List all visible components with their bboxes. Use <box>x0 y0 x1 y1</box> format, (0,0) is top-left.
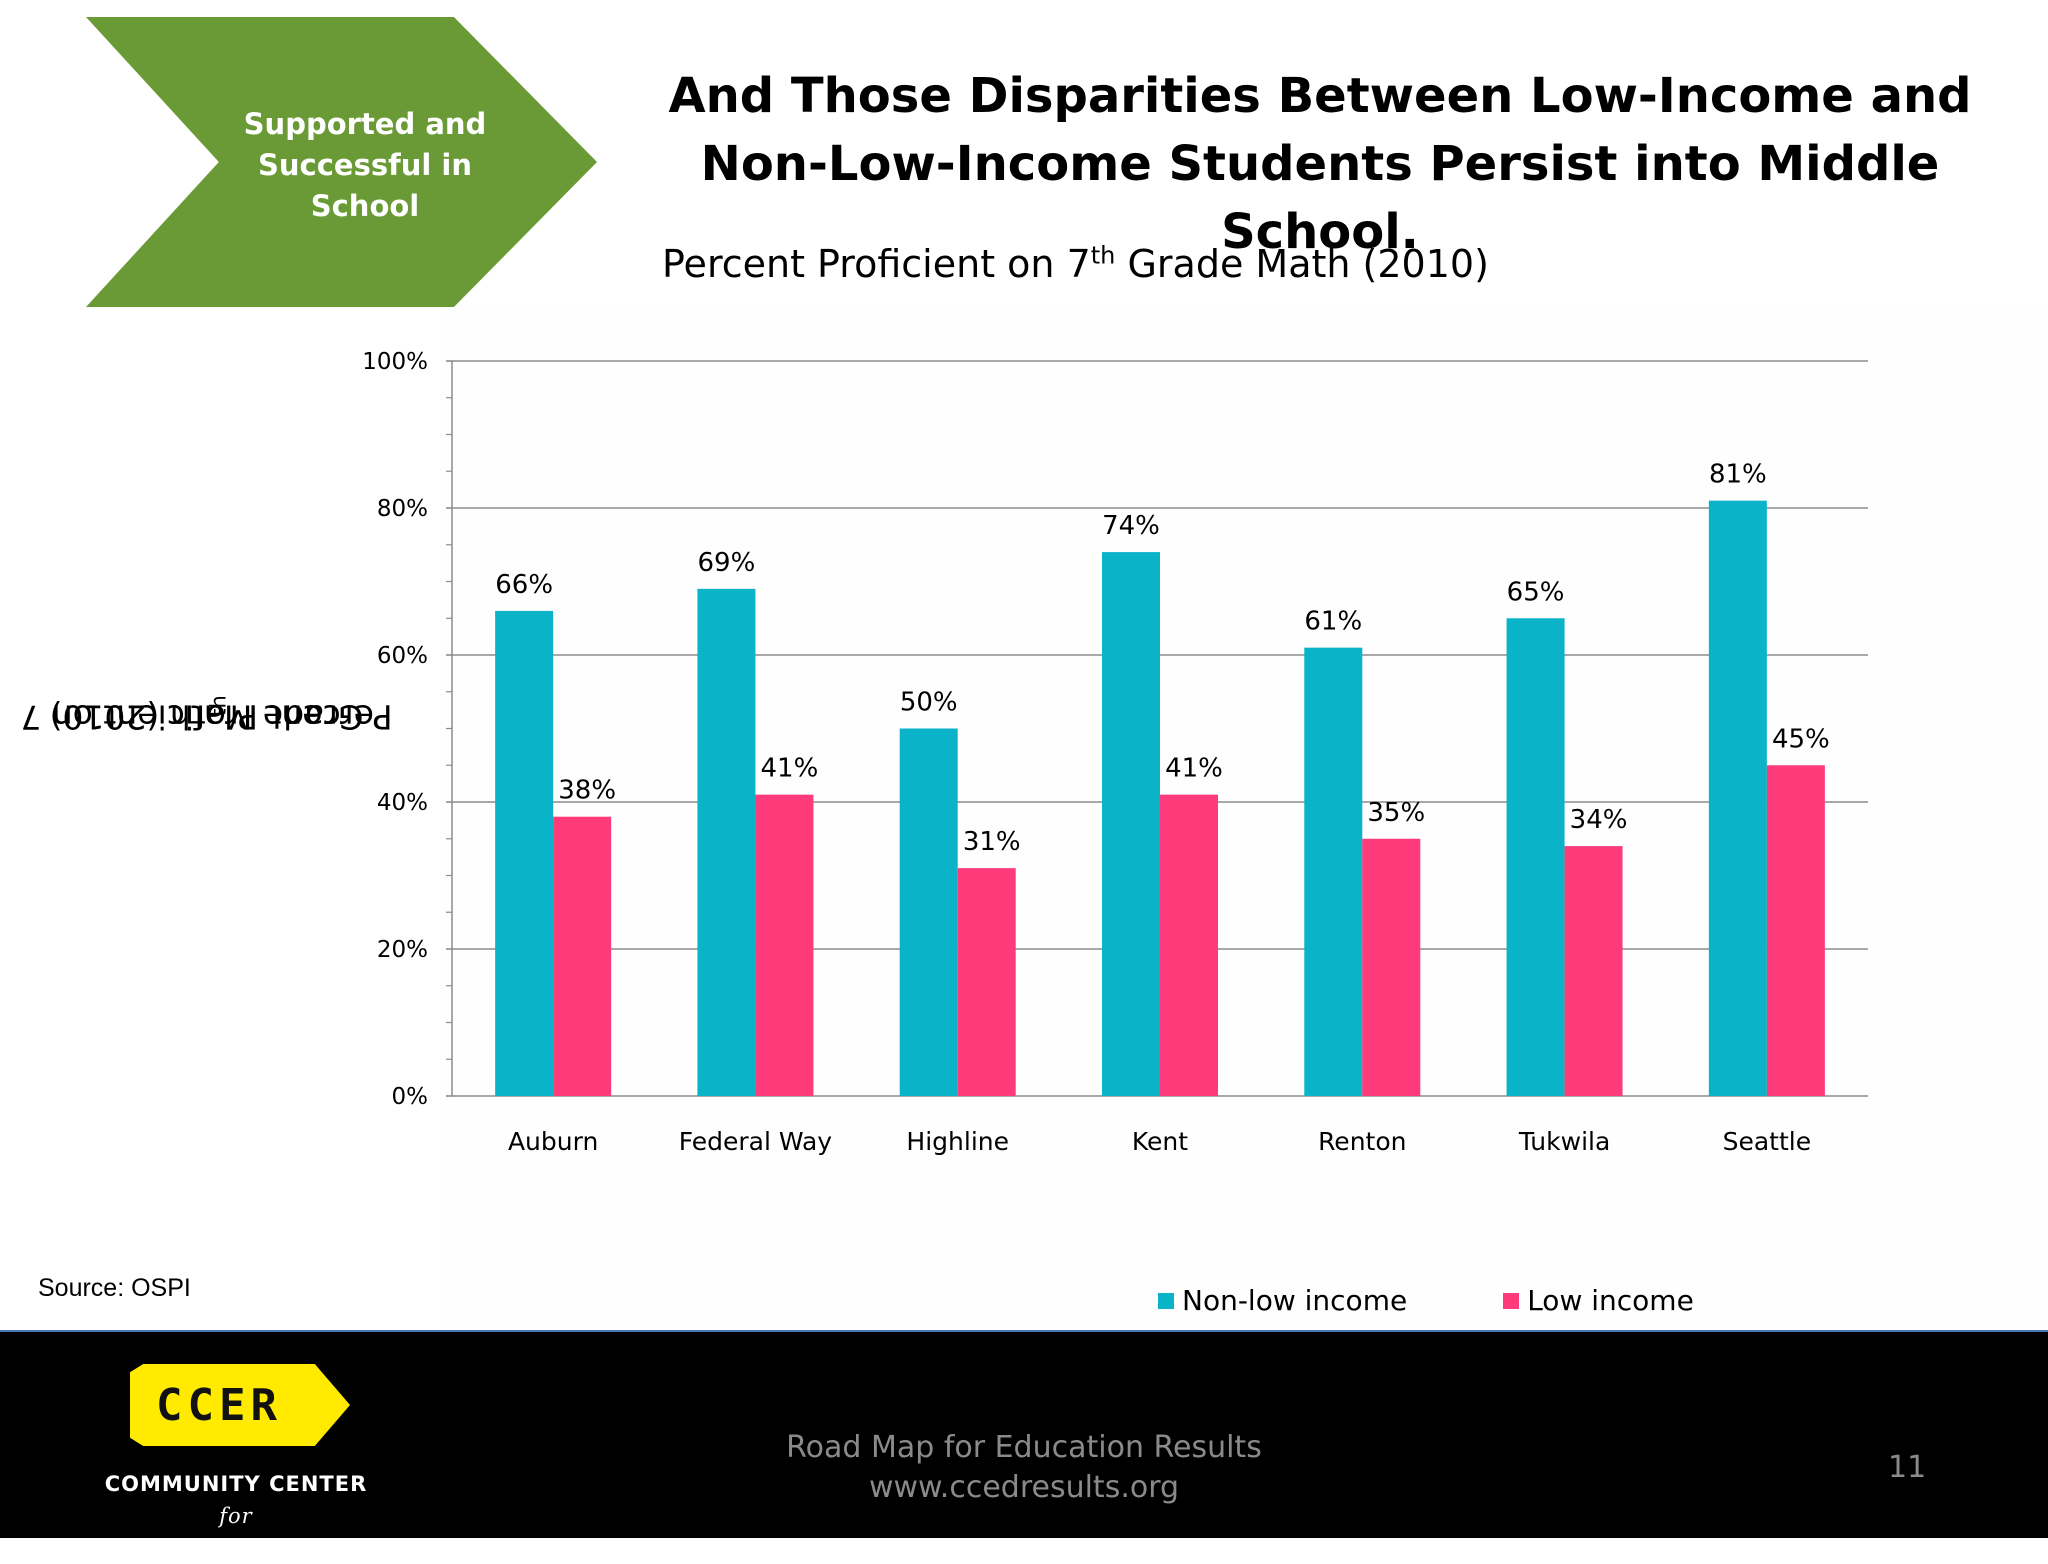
data-label: 35% <box>1367 798 1425 828</box>
source-note: Source: OSPI <box>38 1274 191 1302</box>
y-tick-label: 0% <box>392 1084 429 1110</box>
ccer-logo: CCER <box>130 1364 350 1446</box>
slide-title: And Those Disparities Between Low-Income… <box>668 68 1972 260</box>
y-tick-label: 40% <box>377 790 428 816</box>
data-label: 31% <box>963 827 1021 857</box>
category-label: Highline <box>906 1127 1009 1156</box>
bar-low-income <box>1564 846 1623 1096</box>
logo-text: CCER <box>156 1379 282 1431</box>
data-label: 45% <box>1772 724 1830 754</box>
legend-swatch-low-income <box>1503 1292 1520 1309</box>
bar-low-income <box>755 794 814 1096</box>
logo-subtitle-for: for <box>219 1504 253 1528</box>
category-label: Renton <box>1318 1127 1406 1156</box>
footer-center-text: Road Map for Education Results www.ccedr… <box>724 1428 1324 1508</box>
legend-label-low-income: Low income <box>1527 1284 1694 1317</box>
category-label: Seattle <box>1723 1127 1812 1156</box>
bar-non-low-income <box>1102 552 1160 1096</box>
y-tick-label: 100% <box>362 349 428 375</box>
bar-non-low-income <box>495 610 554 1096</box>
bar-low-income <box>1160 794 1218 1096</box>
logo-subtitle-line1: COMMUNITY CENTER <box>104 1472 368 1496</box>
footer-bar: CCER COMMUNITY CENTER for EDUCATION RESU… <box>0 1330 2048 1560</box>
bar-non-low-income <box>1506 618 1565 1096</box>
bar-low-income <box>1362 838 1421 1096</box>
footer-website-link[interactable]: www.ccedresults.org <box>868 1470 1180 1505</box>
bar-non-low-income <box>1304 647 1363 1096</box>
data-label: 41% <box>761 754 819 784</box>
category-label: Tukwila <box>1518 1127 1610 1156</box>
data-label: 69% <box>698 548 756 578</box>
bar-low-income <box>1766 765 1825 1096</box>
bar-chart: 0% 20% 40% 60% 80% 100% 66% 38% Auburn 69% 41% Fede… <box>362 349 1868 1156</box>
category-label: Kent <box>1132 1127 1188 1156</box>
section-banner-label: Supported and Successful in School <box>243 107 487 223</box>
legend-swatch-non-low-income <box>1158 1292 1174 1309</box>
data-label: 74% <box>1102 511 1160 541</box>
data-label: 34% <box>1570 805 1628 835</box>
chart-title-text: Percent Proficient on 7 <box>662 242 1091 286</box>
data-label: 38% <box>558 776 616 806</box>
chart-legend: Non-low income Low income <box>1158 1284 1694 1317</box>
y-tick-label: 20% <box>377 937 428 963</box>
bar-low-income <box>957 868 1016 1096</box>
chart-title: Percent Proficient on 7th Grade Math (20… <box>662 242 1489 286</box>
legend-item-non-low-income: Non-low income <box>1158 1284 1407 1317</box>
data-label: 81% <box>1709 460 1767 490</box>
logo-subtitle: COMMUNITY CENTER for EDUCATION RESULTS <box>86 1468 386 1564</box>
legend-label-non-low-income: Non-low income <box>1182 1284 1408 1317</box>
y-tick-label: 80% <box>377 496 428 522</box>
data-label: 41% <box>1165 754 1223 784</box>
page-number: 11 <box>1888 1450 1927 1485</box>
data-label: 66% <box>495 570 553 600</box>
logo-subtitle-line2: EDUCATION RESULTS <box>104 1536 368 1560</box>
category-label: Federal Way <box>679 1127 833 1156</box>
category-label: Auburn <box>508 1127 598 1156</box>
bar-non-low-income <box>1708 500 1767 1096</box>
footer-road-map-text: Road Map for Education Results <box>786 1430 1262 1465</box>
chart-title-superscript: th <box>1090 241 1116 270</box>
bar-low-income <box>553 816 612 1096</box>
bar-non-low-income <box>899 728 958 1096</box>
data-label: 65% <box>1507 577 1565 607</box>
data-label: 61% <box>1304 607 1362 637</box>
data-label: 50% <box>900 688 958 718</box>
legend-item-low-income: Low income <box>1503 1284 1694 1317</box>
chart-title-text-end: Grade Math (2010) <box>1115 242 1489 286</box>
bar-non-low-income <box>697 588 756 1096</box>
y-tick-label: 60% <box>377 643 428 669</box>
